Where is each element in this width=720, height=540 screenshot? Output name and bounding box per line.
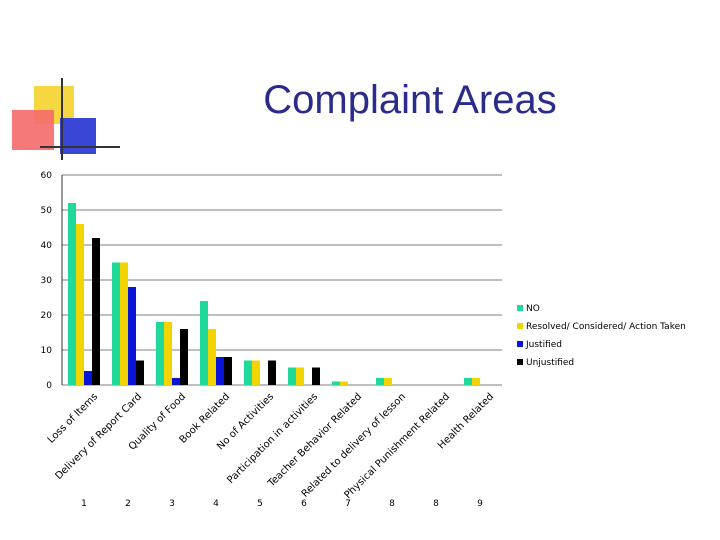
- legend-label: Resolved/ Considered/ Action Taken: [526, 322, 686, 332]
- bar: [340, 381, 348, 385]
- category-number: 7: [345, 499, 351, 509]
- decor-horizontal-line: [40, 146, 120, 148]
- x-tick-label: Participation in activities: [225, 391, 320, 486]
- legend-swatch: [517, 323, 523, 329]
- category-number: 2: [125, 499, 131, 509]
- x-tick-label: Delivery of Report Card: [53, 391, 144, 482]
- legend-label: Justified: [525, 340, 562, 350]
- bar: [172, 378, 180, 385]
- category-number: 3: [169, 499, 175, 509]
- bar: [288, 367, 296, 385]
- y-tick-label: 50: [41, 206, 53, 216]
- bar: [112, 262, 120, 385]
- category-number: 5: [257, 499, 263, 509]
- legend-swatch: [517, 341, 523, 347]
- legend-swatch: [517, 305, 523, 311]
- bar: [464, 378, 472, 385]
- bar: [92, 238, 100, 385]
- category-number: 9: [477, 499, 483, 509]
- y-tick-label: 0: [46, 381, 52, 391]
- bar: [376, 378, 384, 385]
- y-tick-label: 30: [41, 276, 53, 286]
- chart-title: Complaint Areas: [263, 78, 557, 122]
- y-tick-label: 20: [41, 311, 53, 321]
- category-number: 8: [389, 499, 395, 509]
- x-tick-label: Teacher Behavior Related: [265, 391, 364, 490]
- bar: [156, 322, 164, 385]
- bar: [252, 360, 260, 385]
- bar: [208, 329, 216, 385]
- bar: [200, 301, 208, 385]
- legend-swatch: [517, 359, 523, 365]
- y-tick-label: 60: [41, 171, 53, 181]
- bar: [332, 381, 340, 385]
- category-number: 4: [213, 499, 219, 509]
- bar: [164, 322, 172, 385]
- bar: [312, 367, 320, 385]
- bar: [76, 224, 84, 385]
- bar: [472, 378, 480, 385]
- bar: [268, 360, 276, 385]
- category-number: 6: [301, 499, 307, 509]
- decor-vertical-line: [61, 78, 63, 160]
- decor-red-square: [12, 110, 54, 150]
- bar: [224, 357, 232, 385]
- category-number: 8: [433, 499, 439, 509]
- bar: [128, 287, 136, 385]
- bar: [120, 262, 128, 385]
- bar: [180, 329, 188, 385]
- bar: [68, 203, 76, 385]
- bar: [384, 378, 392, 385]
- bar: [296, 367, 304, 385]
- y-tick-label: 10: [41, 346, 53, 356]
- legend-label: Unjustified: [526, 358, 574, 368]
- category-number: 1: [81, 499, 87, 509]
- bar: [216, 357, 224, 385]
- legend-label: NO: [526, 304, 540, 314]
- y-tick-label: 40: [41, 241, 53, 251]
- decor-blue-square: [60, 118, 96, 154]
- bar: [136, 360, 144, 385]
- bar: [244, 360, 252, 385]
- bar: [84, 371, 92, 385]
